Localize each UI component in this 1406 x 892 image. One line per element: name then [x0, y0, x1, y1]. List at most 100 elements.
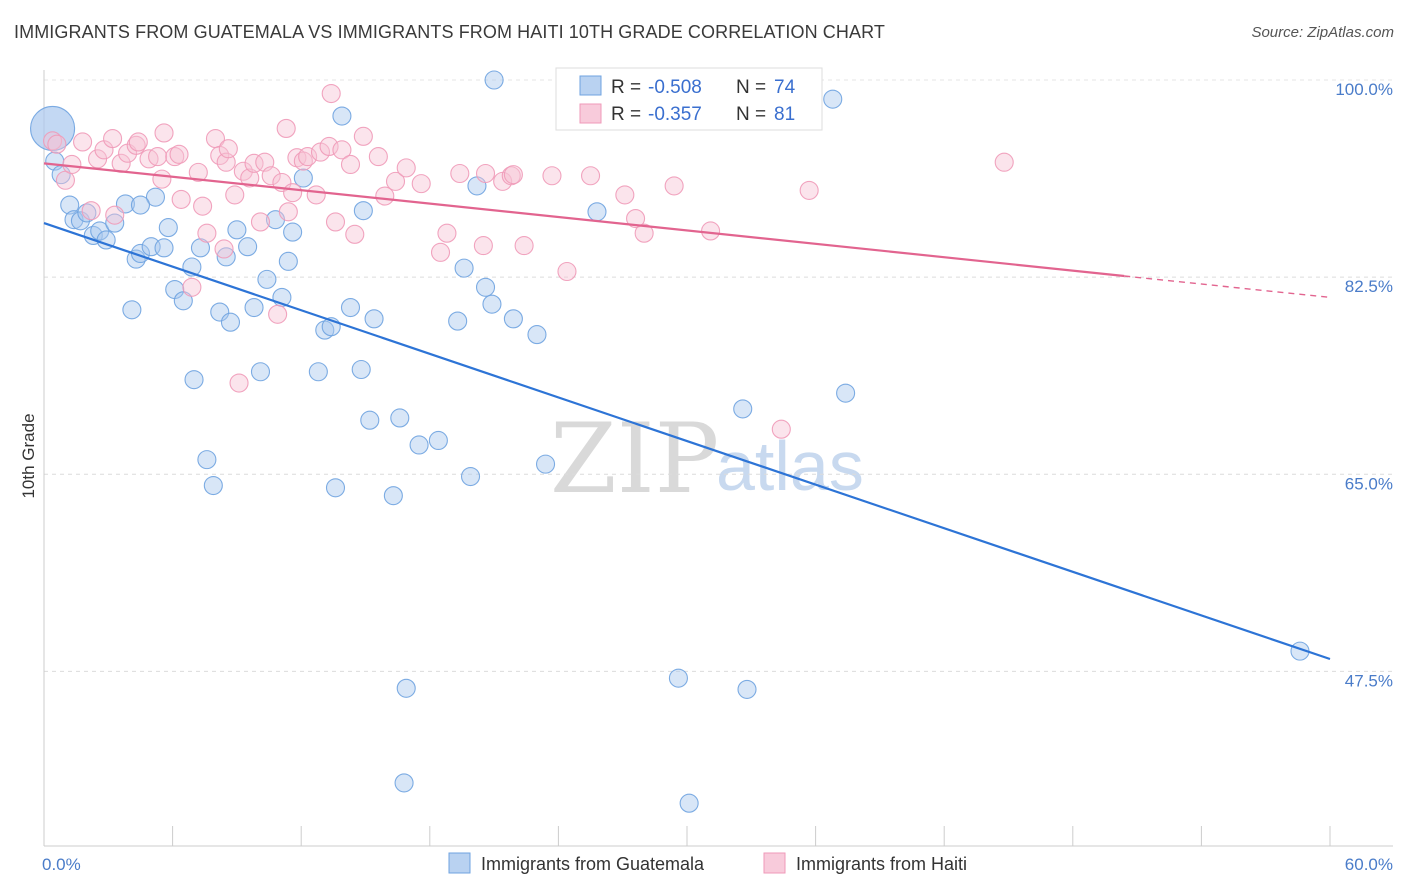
point-haiti-13 [128, 132, 148, 152]
point-haiti-35 [250, 212, 271, 232]
point-haiti-9 [105, 205, 125, 225]
point-guatemala-26 [210, 302, 230, 322]
point-guatemala-46 [353, 201, 373, 221]
point-haiti-58 [396, 158, 416, 178]
point-guatemala-68 [737, 679, 757, 699]
trendline-haiti-extension [1124, 275, 1331, 299]
point-guatemala-27 [216, 247, 236, 267]
point-guatemala-47 [360, 410, 380, 430]
point-guatemala-17 [154, 238, 174, 258]
trendline-haiti [43, 162, 1125, 278]
legend-label-haiti: Immigrants from Haiti [796, 854, 967, 874]
point-haiti-34 [244, 153, 264, 173]
point-guatemala-31 [244, 297, 264, 318]
point-guatemala-65 [668, 668, 688, 688]
series-haiti-points [43, 70, 1014, 439]
point-haiti-61 [437, 223, 457, 243]
point-haiti-15 [148, 147, 168, 167]
point-haiti-50 [325, 212, 346, 232]
point-haiti-19 [169, 144, 189, 164]
point-guatemala-62 [527, 325, 547, 345]
point-haiti-8 [103, 129, 123, 149]
point-guatemala-37 [283, 222, 303, 242]
point-guatemala-48 [364, 309, 384, 329]
point-guatemala-33 [257, 269, 277, 289]
point-haiti-67 [503, 165, 523, 185]
axes [43, 70, 1393, 847]
point-guatemala-45 [351, 359, 371, 380]
point-guatemala-55 [454, 258, 474, 278]
point-haiti-49 [321, 83, 341, 104]
point-haiti-53 [345, 224, 365, 244]
point-haiti-23 [193, 196, 213, 216]
stats-n-label-haiti: N = [736, 104, 766, 125]
stats-r-label-haiti: R = [611, 104, 641, 125]
point-guatemala-12 [122, 300, 142, 320]
point-haiti-55 [375, 186, 395, 206]
point-guatemala-43 [332, 106, 352, 126]
point-haiti-27 [214, 239, 234, 259]
stats-legend-swatch-haiti [579, 103, 602, 124]
point-haiti-79 [799, 180, 819, 200]
point-guatemala-10 [105, 213, 125, 233]
trendline-guatemala [43, 222, 1331, 661]
x-tick-label-1: 60.0% [1345, 855, 1393, 874]
series-points [30, 70, 1310, 813]
point-guatemala-52 [409, 435, 429, 455]
point-haiti-17 [154, 123, 174, 143]
point-haiti-71 [580, 166, 601, 186]
point-haiti-59 [411, 174, 431, 194]
point-guatemala-63 [535, 454, 556, 474]
y-tick-label-1: 82.5% [1345, 277, 1393, 296]
chart-title: IMMIGRANTS FROM GUATEMALA VS IMMIGRANTS … [14, 22, 885, 42]
stats-legend-swatch-guatemala [579, 75, 602, 96]
point-haiti-57 [385, 171, 406, 191]
point-haiti-48 [319, 136, 339, 157]
watermark-zip: ZIP [550, 403, 719, 515]
point-haiti-74 [634, 223, 654, 243]
point-haiti-78 [771, 419, 791, 439]
stats-n-label-guatemala: N = [736, 77, 766, 98]
point-haiti-73 [626, 209, 646, 229]
stats-r-value-guatemala: -0.508 [648, 77, 702, 98]
point-guatemala-44 [340, 297, 361, 318]
point-guatemala-59 [482, 294, 502, 314]
legend-swatch-haiti [763, 852, 786, 874]
point-haiti-64 [475, 163, 496, 184]
point-guatemala-24 [197, 450, 217, 470]
point-haiti-51 [332, 140, 352, 160]
point-haiti-29 [218, 139, 238, 159]
point-haiti-63 [473, 236, 493, 256]
point-haiti-40 [276, 118, 296, 138]
point-guatemala-58 [475, 277, 496, 297]
point-haiti-70 [557, 261, 577, 282]
point-guatemala-28 [220, 312, 241, 332]
point-guatemala-64 [587, 202, 607, 222]
point-haiti-69 [542, 166, 562, 186]
stats-r-value-haiti: -0.357 [648, 104, 702, 125]
y-axis-title: 10th Grade [19, 413, 38, 498]
point-haiti-54 [353, 126, 373, 146]
point-haiti-3 [62, 154, 82, 175]
x-tick-labels: 0.0% 60.0% [42, 855, 1393, 874]
point-haiti-42 [283, 183, 303, 203]
point-haiti-33 [240, 168, 260, 188]
point-haiti-5 [81, 201, 101, 221]
point-guatemala-51 [396, 678, 416, 698]
point-haiti-76 [701, 221, 721, 241]
point-guatemala-39 [308, 362, 328, 382]
point-guatemala-56 [460, 466, 481, 487]
point-guatemala-18 [158, 218, 178, 238]
point-haiti-60 [430, 242, 451, 262]
point-guatemala-42 [325, 478, 346, 498]
point-haiti-31 [229, 373, 249, 393]
point-haiti-75 [664, 176, 684, 196]
series-guatemala-points [30, 70, 1310, 813]
point-guatemala-38 [293, 168, 313, 188]
point-guatemala-22 [184, 370, 204, 390]
point-guatemala-5 [70, 211, 90, 231]
point-haiti-30 [225, 185, 245, 205]
point-haiti-37 [261, 166, 281, 186]
point-guatemala-61 [503, 309, 523, 329]
y-tick-labels: 100.0% 82.5% 65.0% 47.5% [1335, 80, 1393, 690]
